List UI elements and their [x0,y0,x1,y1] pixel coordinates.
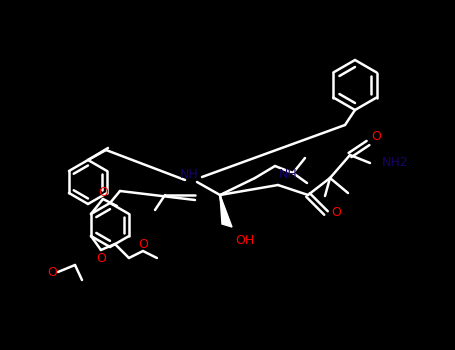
Text: OH: OH [235,233,254,246]
Text: NH: NH [278,168,298,182]
Text: O: O [371,131,381,144]
Text: NH2: NH2 [382,156,409,169]
Text: O: O [98,186,108,198]
Text: O: O [96,252,106,265]
Text: NH: NH [180,168,198,181]
Text: O: O [47,266,57,279]
Text: O: O [331,206,341,219]
Polygon shape [220,195,232,227]
Text: O: O [138,238,148,251]
